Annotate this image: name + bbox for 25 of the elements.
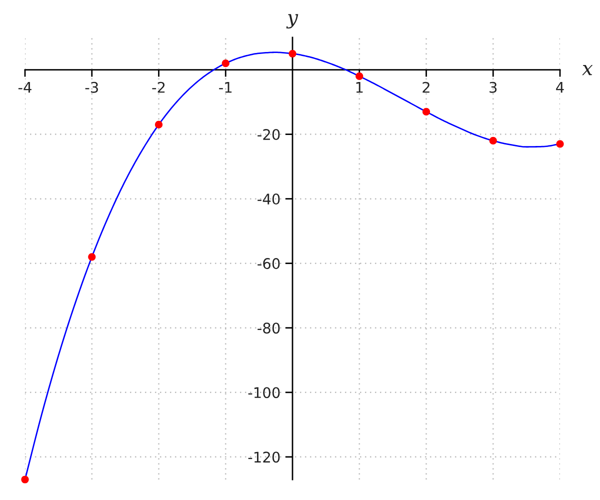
- point: [489, 136, 497, 145]
- y-axis-title: y: [286, 14, 298, 28]
- x-tick-label: 2: [422, 82, 430, 93]
- x-tick-label: 1: [356, 82, 363, 93]
- point: [288, 50, 296, 58]
- x-tick-label: 3: [490, 82, 497, 93]
- point: [222, 60, 230, 68]
- x-axis-title: x: [582, 65, 593, 76]
- point: [422, 108, 430, 116]
- point: [356, 72, 364, 80]
- point: [21, 476, 29, 484]
- y-tick-label: -60: [258, 258, 280, 270]
- y-tick-label: -100: [248, 387, 280, 398]
- point: [88, 253, 96, 261]
- point: [154, 120, 163, 128]
- x-tick-label: -4: [18, 82, 32, 93]
- y-tick-label: -40: [258, 194, 280, 205]
- x-tick-label: 4: [556, 82, 564, 93]
- y-tick-label: -80: [258, 322, 280, 334]
- y-tick-label: -20: [258, 129, 280, 140]
- x-tick-label: -3: [85, 82, 98, 93]
- point: [556, 140, 564, 148]
- y-tick-label: -120: [248, 452, 280, 463]
- x-tick-label: -1: [219, 82, 232, 93]
- x-tick-label: -2: [152, 82, 165, 93]
